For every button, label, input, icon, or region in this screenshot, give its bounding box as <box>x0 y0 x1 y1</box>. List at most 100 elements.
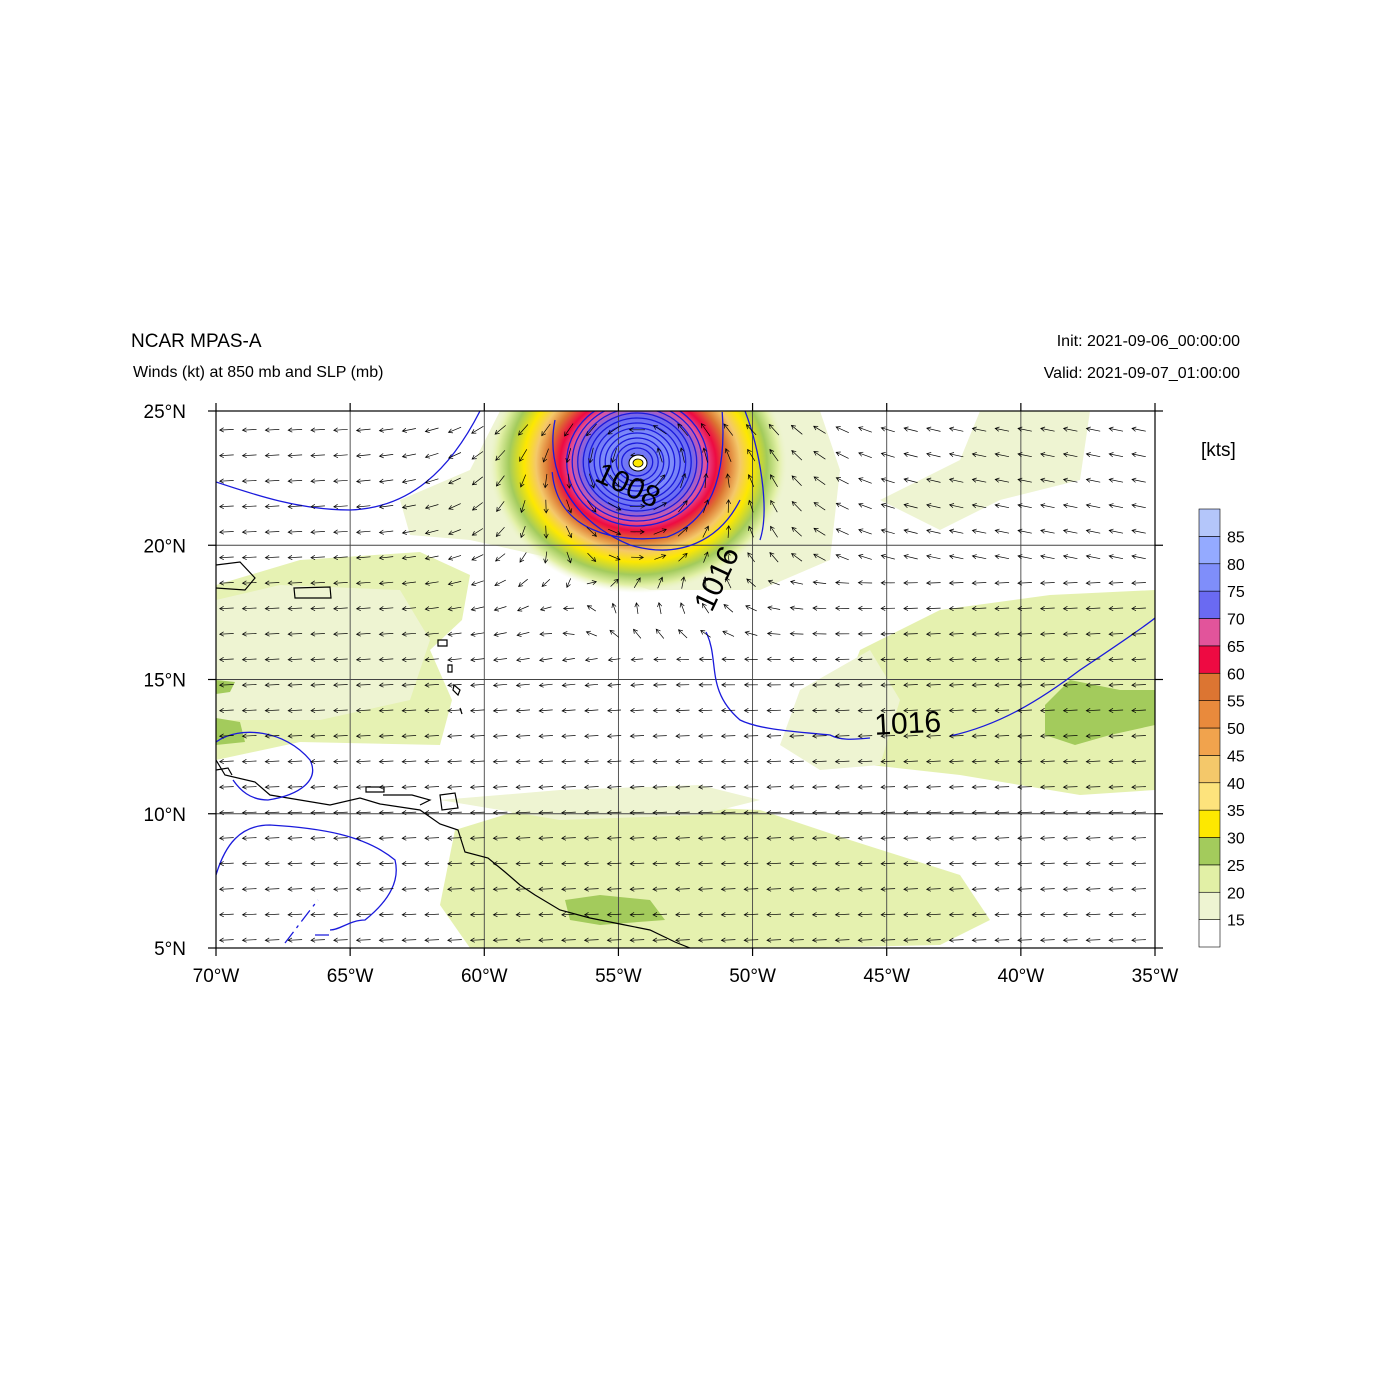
wind-arrow <box>515 708 531 714</box>
wind-arrow <box>698 707 713 714</box>
wind-arrow <box>835 451 849 459</box>
wind-arrow <box>880 580 895 586</box>
wind-arrow <box>538 835 554 841</box>
wind-arrow <box>333 555 348 561</box>
wind-arrow <box>652 937 668 943</box>
wind-arrow <box>355 835 371 841</box>
wind-arrow <box>561 835 576 841</box>
wind-arrow <box>1131 606 1146 612</box>
wind-arrow <box>903 452 918 458</box>
wind-arrow <box>994 503 1010 509</box>
wind-arrow <box>1040 554 1055 560</box>
wind-arrow <box>264 937 280 943</box>
wind-arrow <box>994 631 1010 637</box>
wind-arrow <box>1108 631 1124 637</box>
wind-arrow <box>520 500 526 514</box>
wind-arrow <box>1017 912 1032 918</box>
wind-arrow <box>538 784 554 790</box>
wind-arrow <box>310 453 325 459</box>
wind-arrow <box>747 448 756 462</box>
wind-arrow <box>1062 835 1078 841</box>
wind-arrow <box>493 606 507 612</box>
wind-arrow <box>287 504 303 510</box>
wind-arrow <box>698 656 712 662</box>
wind-arrow <box>310 657 325 663</box>
wind-arrow <box>1062 733 1078 739</box>
wind-arrow <box>515 937 531 943</box>
wind-arrow <box>834 759 850 765</box>
wind-arrow <box>469 733 485 739</box>
wind-arrow <box>469 835 485 841</box>
wind-arrow <box>1131 657 1146 663</box>
wind-arrow <box>629 937 645 943</box>
coast-antilles-1 <box>447 664 453 673</box>
wind-arrow <box>1040 503 1055 509</box>
wind-arrow <box>926 426 941 432</box>
lon-tick-label: 60°W <box>461 966 508 987</box>
wind-arrow <box>925 861 941 867</box>
colorbar-swatch <box>1198 590 1221 619</box>
isobar-ring <box>604 432 670 492</box>
colorbar-swatch <box>1198 508 1221 537</box>
wind-arrow <box>218 427 234 433</box>
wind-arrow <box>583 937 599 943</box>
wind-arrow <box>1131 708 1146 714</box>
wind-arrow <box>355 478 371 484</box>
wind-arrow <box>725 551 731 563</box>
wind-arrow <box>994 835 1010 841</box>
wind-arrow <box>766 810 782 816</box>
wind-arrow <box>1062 606 1078 612</box>
colorbar-swatch <box>1198 782 1221 811</box>
wind-arrow <box>834 733 850 739</box>
wind-arrow <box>858 477 872 484</box>
wind-arrow <box>721 656 735 662</box>
wind-arrow <box>789 733 804 739</box>
wind-arrow <box>310 631 325 637</box>
axis-ticks <box>208 403 1163 956</box>
wind-arrow <box>401 580 416 586</box>
wind-arrow <box>948 708 964 714</box>
wind-arrow <box>926 528 941 534</box>
shade-east-band-light <box>780 650 900 770</box>
wind-arrow <box>561 861 576 867</box>
isobar-south-america <box>216 824 397 931</box>
wind-arrow <box>241 861 257 867</box>
wind-arrow <box>1131 810 1146 816</box>
wind-arrow <box>1131 477 1146 483</box>
wind-arrow <box>378 606 394 612</box>
wind-arrow <box>401 682 417 688</box>
wind-arrow <box>241 886 257 892</box>
wind-arrow <box>583 886 599 892</box>
wind-arrow <box>948 861 964 867</box>
wind-arrow <box>675 733 690 739</box>
wind-arrow <box>903 810 918 816</box>
wind-arrow <box>1017 708 1032 714</box>
wind-arrow <box>880 759 896 765</box>
wind-arrow <box>515 912 531 918</box>
wind-arrow <box>679 602 686 614</box>
wind-arrow <box>310 886 325 892</box>
wind-arrow <box>1085 682 1101 688</box>
lat-tick-label: 25°N <box>144 402 186 423</box>
wind-arrow <box>566 551 572 564</box>
isobar-ring <box>582 412 692 512</box>
wind-arrow <box>517 605 529 612</box>
wind-arrow <box>378 937 394 943</box>
wind-arrow <box>333 784 348 790</box>
wind-arrow <box>401 555 416 561</box>
wind-arrow <box>333 682 348 688</box>
wind-arrow <box>1062 937 1078 943</box>
wind-arrow <box>789 656 804 662</box>
wind-arrow <box>333 478 348 484</box>
wind-arrow <box>858 426 872 433</box>
wind-arrow <box>903 631 918 637</box>
wind-arrow <box>241 427 257 433</box>
wind-arrow <box>287 861 303 867</box>
wind-arrow <box>310 810 325 816</box>
isobar-ring <box>577 411 698 517</box>
wind-arrow <box>652 708 667 714</box>
wind-arrow <box>287 657 303 663</box>
wind-arrow <box>583 861 599 867</box>
wind-arrow <box>857 605 873 611</box>
isobar-1008 <box>551 411 724 540</box>
